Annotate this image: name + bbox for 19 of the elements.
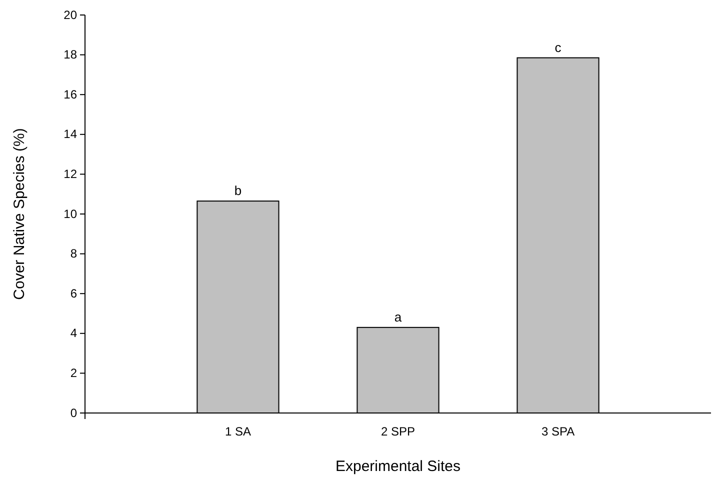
annotation: a (394, 309, 402, 324)
y-tick-label: 4 (70, 326, 78, 340)
y-tick-label: 20 (64, 8, 78, 22)
y-tick-label: 0 (70, 406, 78, 420)
y-axis-title: Cover Native Species (%) (11, 128, 28, 300)
y-tick-label: 8 (70, 246, 78, 261)
y-tick-label: 16 (64, 87, 78, 102)
x-tick-label: 3 SPA (541, 424, 575, 439)
x-tick-label: 1 SA (224, 424, 251, 439)
annotation: c (554, 40, 562, 55)
y-tick-label: 10 (64, 206, 78, 221)
annotation: b (234, 183, 242, 198)
y-tick-label: 2 (70, 366, 78, 380)
y-tick-label: 18 (64, 48, 78, 62)
y-tick-label: 6 (70, 286, 78, 300)
x-axis-title: Experimental Sites (335, 458, 461, 475)
x-tick-label: 2 SPP (380, 424, 416, 439)
y-tick-label: 14 (64, 127, 78, 142)
y-tick-label: 12 (64, 167, 78, 182)
